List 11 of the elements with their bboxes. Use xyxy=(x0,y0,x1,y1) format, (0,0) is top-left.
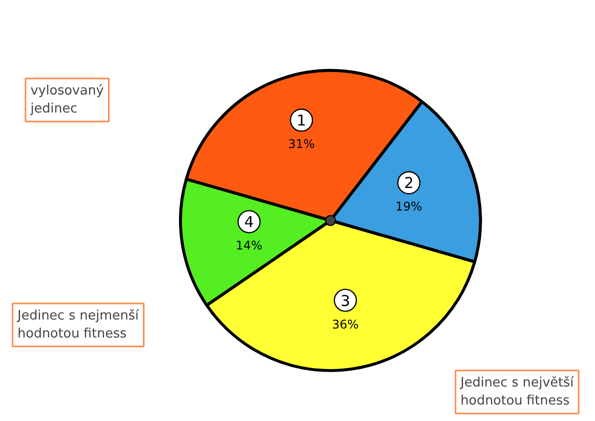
text: Jedinec s nejmenší hodnotou fitness xyxy=(16,308,140,342)
slice-label: 1 xyxy=(296,112,306,130)
slice-label: 4 xyxy=(244,213,254,232)
data-label: 14% xyxy=(236,238,262,253)
slice-label: 3 xyxy=(340,292,350,310)
data-label: 36% xyxy=(332,317,359,332)
text: Jedinec s největší hodnotou fitness xyxy=(460,376,574,408)
data-label: 19% xyxy=(396,200,422,214)
slice-label: 2 xyxy=(404,174,414,192)
text: vylosovaný jedinec xyxy=(30,84,104,116)
data-label: 31% xyxy=(288,137,315,152)
